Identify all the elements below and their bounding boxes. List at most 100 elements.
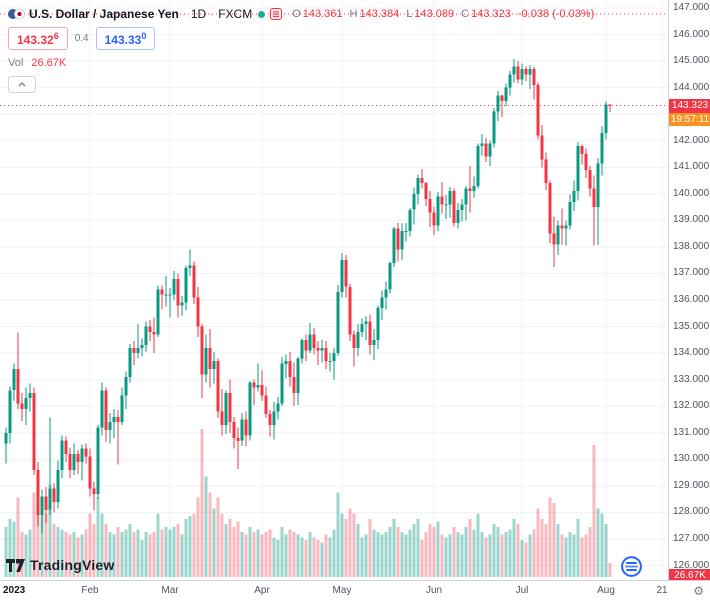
volume-bar	[460, 534, 464, 577]
volume-bar	[228, 518, 232, 577]
candle	[292, 362, 296, 407]
volume-bar	[488, 534, 492, 577]
candle	[160, 285, 164, 310]
ohlc-readout: O 143.361 H 143.384 L 143.089 C 143.323 -0.0…	[292, 8, 594, 20]
volume-bar	[36, 487, 40, 577]
symbol-title[interactable]: U.S. Dollar / Japanese Yen	[29, 7, 179, 21]
candle	[300, 338, 304, 364]
candle	[476, 143, 480, 189]
volume-bar	[452, 526, 456, 577]
candle	[236, 427, 240, 469]
candle	[244, 411, 248, 446]
collapse-legend-button[interactable]	[8, 76, 36, 93]
details-list-icon[interactable]	[270, 8, 283, 20]
candle	[260, 370, 264, 401]
volume-bar	[532, 529, 536, 577]
volume-bar	[464, 526, 468, 577]
volume-bar	[484, 537, 488, 577]
volume-bar	[448, 534, 452, 577]
candle	[544, 152, 548, 190]
exchange-label[interactable]: FXCM	[218, 7, 253, 21]
volume-bar	[568, 532, 572, 577]
candle	[168, 288, 172, 318]
chart-plot[interactable]	[0, 0, 668, 580]
volume-bar	[44, 513, 48, 577]
volume-bar	[428, 524, 432, 577]
volume-bar	[592, 444, 596, 577]
currency-pair-icon	[8, 8, 25, 20]
candle	[52, 483, 56, 513]
candle	[348, 284, 352, 342]
price-tick-label: 129.000	[673, 480, 710, 491]
volume-bar	[548, 497, 552, 577]
volume-bar	[156, 513, 160, 577]
price-tick-label: 135.000	[673, 321, 710, 332]
price-tick-label: 136.000	[673, 294, 710, 305]
candle	[360, 318, 364, 338]
candle	[44, 487, 48, 523]
timeframe-label[interactable]: 1D	[190, 7, 207, 21]
volume-bar	[276, 540, 280, 577]
candle	[220, 389, 224, 436]
candle	[448, 187, 452, 218]
time-tick-label: Feb	[81, 585, 99, 596]
price-tick-label: 145.000	[673, 55, 710, 66]
market-status-icon	[258, 10, 266, 18]
volume-bar	[512, 518, 516, 577]
candle	[16, 332, 20, 409]
volume-bar	[176, 524, 180, 577]
candle	[576, 141, 580, 201]
axis-settings-gear-icon[interactable]: ⚙	[693, 584, 704, 598]
price-tick-label: 141.000	[673, 161, 710, 172]
buy-button[interactable]: 143.330	[95, 27, 156, 50]
price-tick-label: 131.000	[673, 427, 710, 438]
candle	[4, 427, 8, 464]
volume-bar	[556, 524, 560, 577]
candle	[296, 357, 300, 405]
candle	[228, 379, 232, 433]
volume-bar	[456, 532, 460, 577]
volume-bar	[572, 534, 576, 577]
candle	[588, 166, 592, 197]
volume-bar	[380, 534, 384, 577]
candle	[184, 265, 188, 311]
volume-bar	[404, 534, 408, 577]
time-axis[interactable]: ⚙ 2023 Feb Mar Apr May Jun Jul Aug 21	[0, 580, 710, 600]
candle	[552, 216, 556, 267]
volume-bar	[248, 526, 252, 577]
candle	[368, 314, 372, 355]
close-label: C	[461, 8, 470, 20]
sell-button[interactable]: 143.326	[8, 27, 68, 50]
volume-bar	[224, 524, 228, 577]
price-tick-label: 144.000	[673, 82, 710, 93]
volume-bar	[136, 529, 140, 577]
candle	[148, 319, 152, 342]
volume-bar	[588, 526, 592, 577]
volume-bar	[432, 526, 436, 577]
candle	[352, 330, 356, 367]
symbol-row: U.S. Dollar / Japanese Yen · 1D · FXCM O…	[8, 5, 594, 23]
volume-bar	[500, 534, 504, 577]
price-axis[interactable]: 143.323 19:57:11 26.67K 147.000 146.000 14…	[668, 0, 710, 582]
volume-bar	[152, 532, 156, 577]
volume-bar	[508, 529, 512, 577]
volume-bar	[12, 521, 16, 577]
candle	[112, 408, 116, 439]
candle	[332, 347, 336, 380]
price-tick-label: 142.000	[673, 135, 710, 146]
low-value: 143.089	[414, 8, 455, 20]
time-tick-label: Apr	[254, 585, 270, 596]
tradingview-logo[interactable]: TradingView	[6, 557, 114, 573]
volume-bar	[96, 497, 100, 577]
volume-bar	[320, 542, 324, 577]
candle	[524, 66, 528, 81]
candle	[440, 181, 444, 214]
bid-ask-row: 143.326 0.4 143.330	[8, 27, 594, 50]
volume-axis-badge: 26.67K	[669, 569, 710, 582]
candle	[504, 83, 508, 107]
volume-bar	[392, 518, 396, 577]
volume-bar	[168, 529, 172, 577]
candle	[608, 104, 612, 112]
volume-bar	[128, 524, 132, 577]
